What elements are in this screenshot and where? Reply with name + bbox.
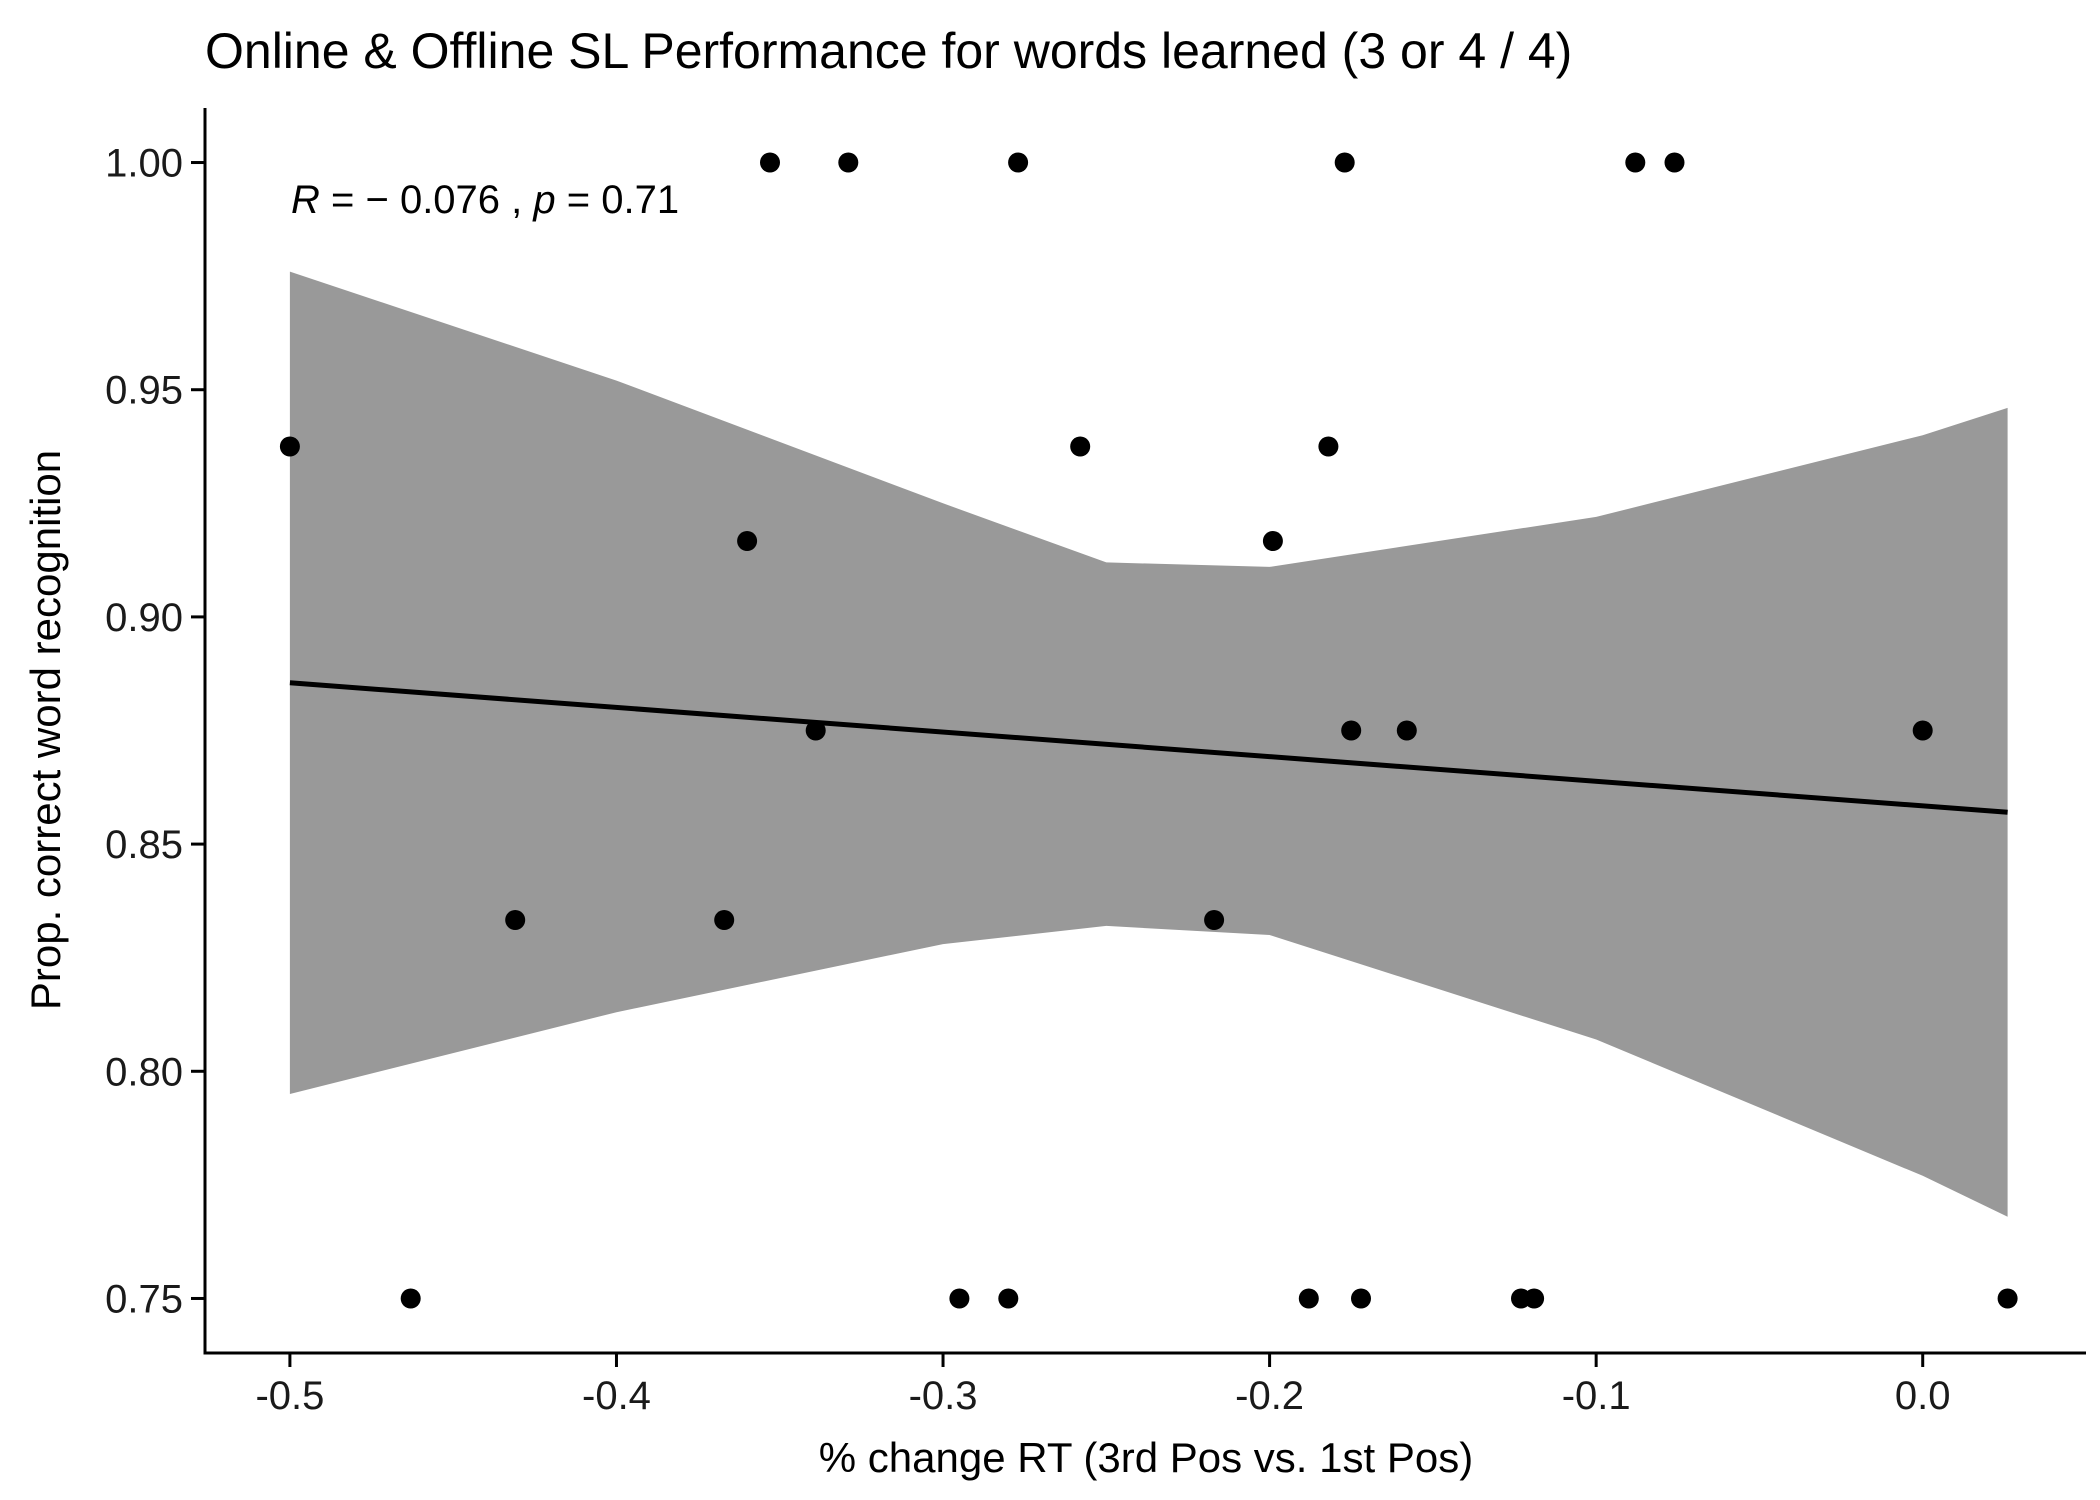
x-tick-label: -0.2	[1235, 1374, 1304, 1418]
y-axis-label: Prop. correct word recognition	[22, 450, 69, 1010]
x-tick-label: -0.1	[1562, 1374, 1631, 1418]
p-value: = 0.71	[556, 178, 679, 222]
y-tick-label: 0.95	[105, 369, 183, 413]
data-point	[949, 1288, 970, 1309]
data-point	[838, 152, 859, 173]
data-point	[998, 1288, 1019, 1309]
y-tick-label: 0.90	[105, 596, 183, 640]
x-tick-label: -0.3	[909, 1374, 978, 1418]
data-point	[1997, 1288, 2018, 1309]
data-point	[1298, 1288, 1319, 1309]
data-point	[1912, 720, 1933, 741]
r-symbol: R	[291, 178, 320, 222]
y-tick-label: 0.80	[105, 1050, 183, 1094]
y-tick-label: 0.85	[105, 823, 183, 867]
data-point	[279, 436, 300, 457]
data-point	[1664, 152, 1685, 173]
x-tick-label: 0.0	[1895, 1374, 1951, 1418]
data-point	[737, 531, 758, 551]
data-point	[805, 720, 826, 741]
confidence-band-layer	[289, 271, 2008, 1217]
data-point	[400, 1288, 421, 1309]
data-point	[1008, 152, 1029, 173]
data-point	[1318, 436, 1339, 457]
y-tick-label: 0.75	[105, 1277, 183, 1321]
x-tick-label: -0.5	[255, 1374, 324, 1418]
regression-line	[289, 680, 2008, 815]
data-point	[1204, 910, 1225, 930]
r-value: = − 0.076 ,	[320, 178, 534, 222]
confidence-band	[289, 271, 2008, 1217]
data-point	[1334, 152, 1355, 173]
y-axis-ticks: 0.75 0.80 0.85 0.90 0.95 1.00	[105, 142, 205, 1321]
data-point	[1262, 531, 1283, 551]
data-point	[1396, 720, 1417, 741]
data-point	[1351, 1288, 1371, 1309]
data-point	[1341, 720, 1362, 741]
data-point	[1625, 152, 1646, 173]
x-axis-ticks: -0.5 -0.4 -0.3 -0.2 -0.1 0.0	[255, 1353, 1951, 1418]
data-point	[1524, 1288, 1545, 1309]
fit-line-layer	[289, 680, 2008, 815]
data-point	[714, 910, 735, 930]
data-point	[760, 152, 780, 173]
x-tick-label: -0.4	[582, 1374, 651, 1418]
correlation-annotation: R = − 0.076 , p = 0.71	[291, 178, 679, 222]
points-layer	[279, 152, 2018, 1309]
data-point	[1070, 436, 1091, 457]
chart-title: Online & Offline SL Performance for word…	[205, 23, 1572, 79]
x-axis-label: % change RT (3rd Pos vs. 1st Pos)	[819, 1434, 1473, 1481]
data-point	[505, 910, 526, 930]
y-tick-label: 1.00	[105, 142, 183, 186]
p-symbol: p	[532, 178, 555, 222]
